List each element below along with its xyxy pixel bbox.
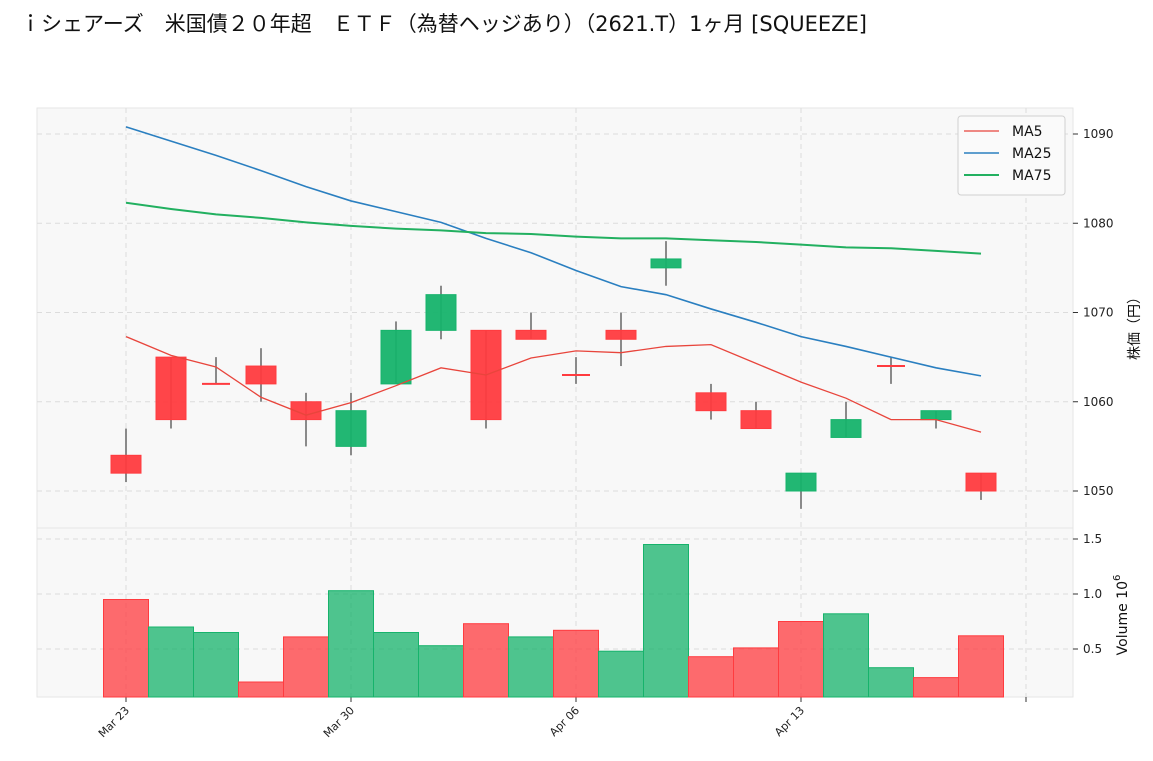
legend-label-ma5: MA5	[1012, 124, 1043, 140]
x-tick-label: Apr 06	[547, 704, 582, 739]
legend-label-ma75: MA75	[1012, 168, 1051, 184]
volume-tick-label: 1.0	[1083, 587, 1102, 601]
volume-bar	[283, 636, 329, 698]
volume-tick-label: 0.5	[1083, 642, 1102, 656]
volume-bar	[373, 632, 419, 698]
candle-body	[605, 329, 637, 340]
volume-bar	[148, 626, 194, 698]
candle-body	[245, 365, 277, 385]
volume-exponent: 6	[1112, 575, 1123, 581]
candle-body	[425, 294, 457, 331]
candle-body	[515, 329, 547, 340]
candle-body	[650, 258, 682, 269]
volume-bar	[643, 544, 689, 698]
volume-bar	[418, 645, 464, 698]
candle-body	[110, 454, 142, 474]
volume-bar	[598, 650, 644, 698]
volume-bar	[103, 599, 149, 698]
volume-bar	[868, 667, 914, 698]
candle-body	[785, 472, 817, 492]
volume-bar	[733, 647, 779, 698]
volume-tick-label: 1.5	[1083, 532, 1102, 546]
volume-bar	[328, 590, 374, 698]
volume-bar	[508, 636, 554, 698]
y-tick-label: 1080	[1083, 216, 1114, 230]
legend-label-ma25: MA25	[1012, 146, 1051, 162]
volume-bar	[688, 656, 734, 698]
ma-line-ma25	[125, 126, 982, 377]
ma-line-ma5	[125, 335, 982, 433]
candle-body	[380, 329, 412, 385]
volume-bar	[958, 635, 1004, 698]
volume-bar	[913, 677, 959, 698]
volume-bar	[193, 632, 239, 698]
y-tick-label: 1070	[1083, 306, 1114, 320]
volume-bar	[238, 681, 284, 698]
x-tick-label: Mar 30	[321, 704, 357, 740]
x-tick-label: Mar 23	[96, 704, 132, 740]
ma-line-ma75	[125, 201, 982, 255]
candle-body	[155, 356, 187, 421]
y-tick-label: 1060	[1083, 395, 1114, 409]
candle-body	[965, 472, 997, 492]
chart-title: ｉシェアーズ 米国債２０年超 ＥＴＦ（為替ヘッジあり）（2621.T）1ヶ月 […	[20, 12, 867, 36]
volume-bar	[553, 629, 599, 698]
candle-body	[695, 392, 727, 412]
candle-body	[740, 410, 772, 430]
candle-body	[920, 410, 952, 421]
price-panel	[36, 107, 1074, 529]
y-tick-label: 1090	[1083, 127, 1114, 141]
legend: MA5 MA25 MA75	[957, 115, 1066, 196]
candle-body	[830, 419, 862, 438]
price-axis-label: 株価（円）	[1127, 290, 1143, 360]
candle-body	[335, 410, 367, 447]
volume-bar	[823, 613, 869, 698]
volume-bar	[463, 623, 509, 698]
y-tick-label: 1050	[1083, 484, 1114, 498]
x-tick-label: Apr 13	[772, 704, 807, 739]
volume-bar	[778, 621, 824, 698]
volume-axis-label: Volume 106	[1112, 575, 1131, 656]
